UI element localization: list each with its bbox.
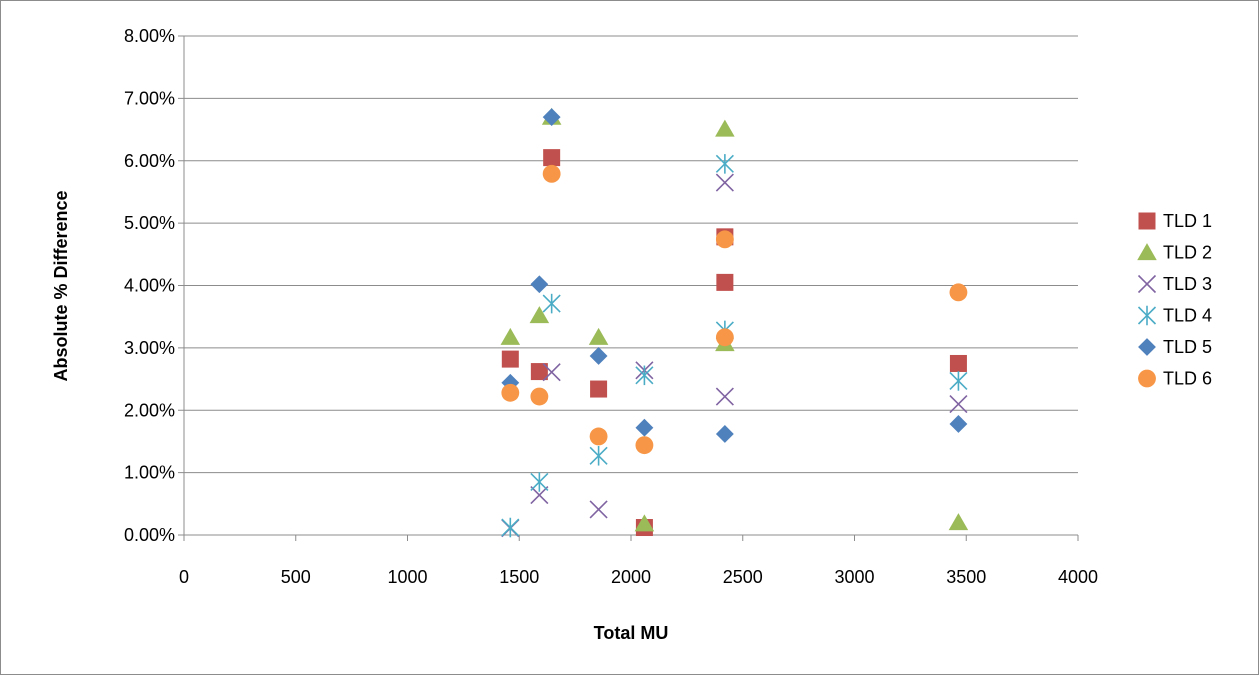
data-point	[949, 354, 967, 372]
data-point	[589, 347, 608, 365]
legend-label: TLD 4	[1163, 306, 1212, 326]
marker-stroke	[542, 363, 561, 382]
legend-marker	[1137, 305, 1157, 326]
legend-marker	[1138, 369, 1156, 388]
legend-label: TLD 2	[1163, 243, 1212, 263]
data-point	[635, 365, 654, 386]
legend-item: TLD 3	[1137, 274, 1212, 294]
y-tick-label: 4.00%	[124, 276, 175, 296]
y-tick-labels: 0.00% 1.00% 2.00% 3.00% 4.00% 5.00% 6.00% 7.00%…	[124, 26, 175, 545]
y-tick-label: 7.00%	[124, 88, 175, 108]
data-point	[530, 387, 549, 406]
series-4	[501, 154, 968, 538]
marker-stroke	[949, 394, 968, 414]
series-1	[501, 149, 967, 537]
data-point	[949, 371, 968, 391]
y-tick-label: 2.00%	[124, 400, 175, 420]
legend-marker	[1138, 338, 1156, 356]
data-point	[542, 164, 561, 183]
legend-marker	[1137, 243, 1157, 261]
data-point	[542, 363, 561, 382]
legend-item: TLD 2	[1137, 243, 1212, 263]
data-point	[501, 383, 520, 402]
data-point	[715, 154, 734, 174]
data-point	[715, 425, 734, 443]
data-point	[542, 293, 561, 314]
data-point	[588, 327, 609, 345]
marker-stroke	[1137, 274, 1157, 294]
x-axis-title: Total MU	[594, 623, 669, 643]
series-3	[501, 173, 968, 538]
gridlines	[178, 35, 1079, 541]
data-point	[529, 306, 550, 324]
data-point	[543, 149, 561, 167]
x-tick-label: 0	[179, 567, 189, 587]
data-point	[530, 472, 549, 492]
y-tick-label: 8.00%	[124, 26, 175, 46]
data-point	[715, 230, 734, 249]
legend-label: TLD 6	[1163, 369, 1212, 389]
legend-item: TLD 1	[1138, 211, 1212, 231]
data-point	[542, 108, 561, 127]
y-tick-label: 0.00%	[124, 525, 175, 545]
series-6	[501, 164, 968, 455]
y-tick-label: 5.00%	[124, 213, 175, 233]
data-point	[500, 327, 521, 345]
legend-marker	[1137, 274, 1157, 294]
data-point	[530, 486, 549, 505]
data-points	[500, 107, 969, 538]
data-point	[501, 517, 520, 538]
y-tick-label: 6.00%	[124, 151, 175, 171]
data-point	[715, 119, 735, 137]
data-point	[530, 275, 549, 294]
x-tick-labels: 0 500 1000 1500 2000 2500 3000 3500 4000	[179, 567, 1098, 587]
data-point	[635, 418, 654, 437]
x-tick-label: 3000	[834, 567, 874, 587]
data-point	[501, 350, 519, 368]
x-tick-label: 2500	[723, 567, 763, 587]
x-tick-label: 1500	[499, 567, 539, 587]
marker-stroke	[715, 387, 734, 406]
data-point	[948, 513, 969, 531]
legend-item: TLD 6	[1138, 369, 1212, 389]
x-tick-label: 4000	[1058, 567, 1098, 587]
legend-label: TLD 1	[1163, 211, 1212, 231]
legend-item: TLD 4	[1137, 305, 1212, 326]
data-point	[715, 387, 734, 406]
data-point	[949, 415, 968, 433]
data-point	[949, 394, 968, 414]
y-tick-label: 1.00%	[124, 463, 175, 483]
legend-label: TLD 3	[1163, 274, 1212, 294]
data-point	[635, 436, 654, 455]
data-point	[715, 328, 734, 347]
data-point	[716, 273, 734, 291]
x-tick-label: 3500	[946, 567, 986, 587]
data-point	[715, 173, 734, 192]
marker-stroke	[715, 173, 734, 192]
data-point	[589, 500, 608, 519]
data-point	[634, 514, 655, 532]
x-tick-label: 2000	[611, 567, 651, 587]
series-2	[500, 107, 969, 532]
legend-label: TLD 5	[1163, 337, 1212, 357]
marker-stroke	[589, 500, 608, 519]
legend: TLD 1 TLD 2 TLD 3 TLD 4 TLD 5 TLD 6	[1137, 211, 1212, 389]
x-tick-label: 1000	[387, 567, 427, 587]
legend-item: TLD 5	[1138, 337, 1212, 357]
data-point	[949, 283, 968, 302]
data-point	[589, 427, 608, 446]
axes	[183, 36, 1078, 536]
data-point	[590, 380, 608, 398]
x-tick-label: 500	[281, 567, 311, 587]
y-axis-title: Absolute % Difference	[51, 190, 71, 381]
y-tick-label: 3.00%	[124, 338, 175, 358]
data-point	[589, 446, 608, 466]
legend-marker	[1138, 212, 1156, 230]
marker-stroke	[530, 486, 549, 505]
data-point	[530, 363, 548, 381]
series-5	[501, 108, 968, 443]
